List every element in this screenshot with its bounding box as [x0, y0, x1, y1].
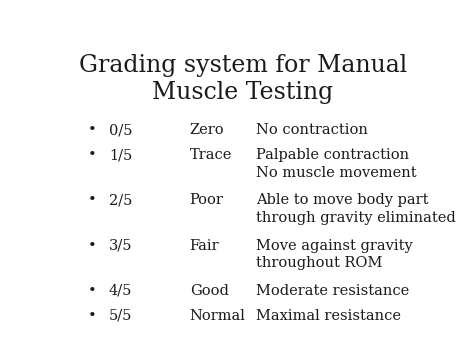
Text: Palpable contraction
No muscle movement: Palpable contraction No muscle movement [256, 148, 416, 180]
Text: Able to move body part
through gravity eliminated: Able to move body part through gravity e… [256, 193, 456, 225]
Text: Normal: Normal [190, 309, 246, 323]
Text: Move against gravity
throughout ROM: Move against gravity throughout ROM [256, 239, 412, 271]
Text: •: • [88, 148, 97, 162]
Text: 1/5: 1/5 [109, 148, 132, 162]
Text: 5/5: 5/5 [109, 309, 132, 323]
Text: Poor: Poor [190, 193, 224, 207]
Text: Trace: Trace [190, 148, 232, 162]
Text: •: • [88, 284, 97, 298]
Text: Maximal resistance: Maximal resistance [256, 309, 401, 323]
Text: Good: Good [190, 284, 228, 298]
Text: Zero: Zero [190, 123, 224, 137]
Text: 4/5: 4/5 [109, 284, 132, 298]
Text: 3/5: 3/5 [109, 239, 132, 253]
Text: 0/5: 0/5 [109, 123, 132, 137]
Text: Grading system for Manual
Muscle Testing: Grading system for Manual Muscle Testing [79, 54, 407, 104]
Text: 2/5: 2/5 [109, 193, 132, 207]
Text: Moderate resistance: Moderate resistance [256, 284, 409, 298]
Text: •: • [88, 123, 97, 137]
Text: No contraction: No contraction [256, 123, 368, 137]
Text: •: • [88, 239, 97, 253]
Text: •: • [88, 193, 97, 207]
Text: •: • [88, 309, 97, 323]
Text: Fair: Fair [190, 239, 219, 253]
